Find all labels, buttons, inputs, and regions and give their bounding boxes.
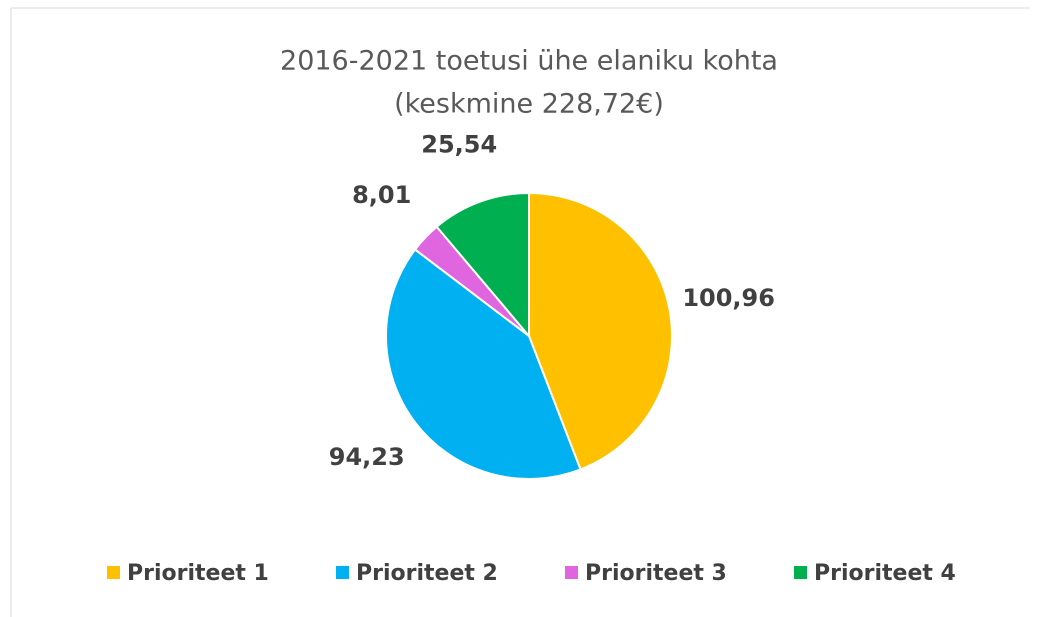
legend-label: Prioriteet 3 (585, 561, 727, 586)
pie-slice (528, 191, 673, 471)
legend-swatch (336, 566, 349, 579)
legend-swatch (565, 566, 578, 579)
legend-label: Prioriteet 2 (356, 561, 498, 586)
chart-subtitle: (keskmine 228,72€) (394, 89, 664, 120)
pie-slice (385, 248, 582, 480)
value-label: 25,54 (421, 130, 497, 158)
legend-label: Prioriteet 4 (814, 561, 956, 586)
value-label: 8,01 (352, 181, 411, 209)
legend-label: Prioriteet 1 (127, 561, 269, 586)
value-label: 100,96 (682, 284, 775, 312)
pie-slice (435, 191, 530, 339)
chart-title: 2016-2021 toetusi ühe elaniku kohta (280, 46, 778, 77)
legend-swatch (107, 566, 120, 579)
legend-swatch (794, 566, 807, 579)
value-label: 94,23 (329, 443, 405, 471)
